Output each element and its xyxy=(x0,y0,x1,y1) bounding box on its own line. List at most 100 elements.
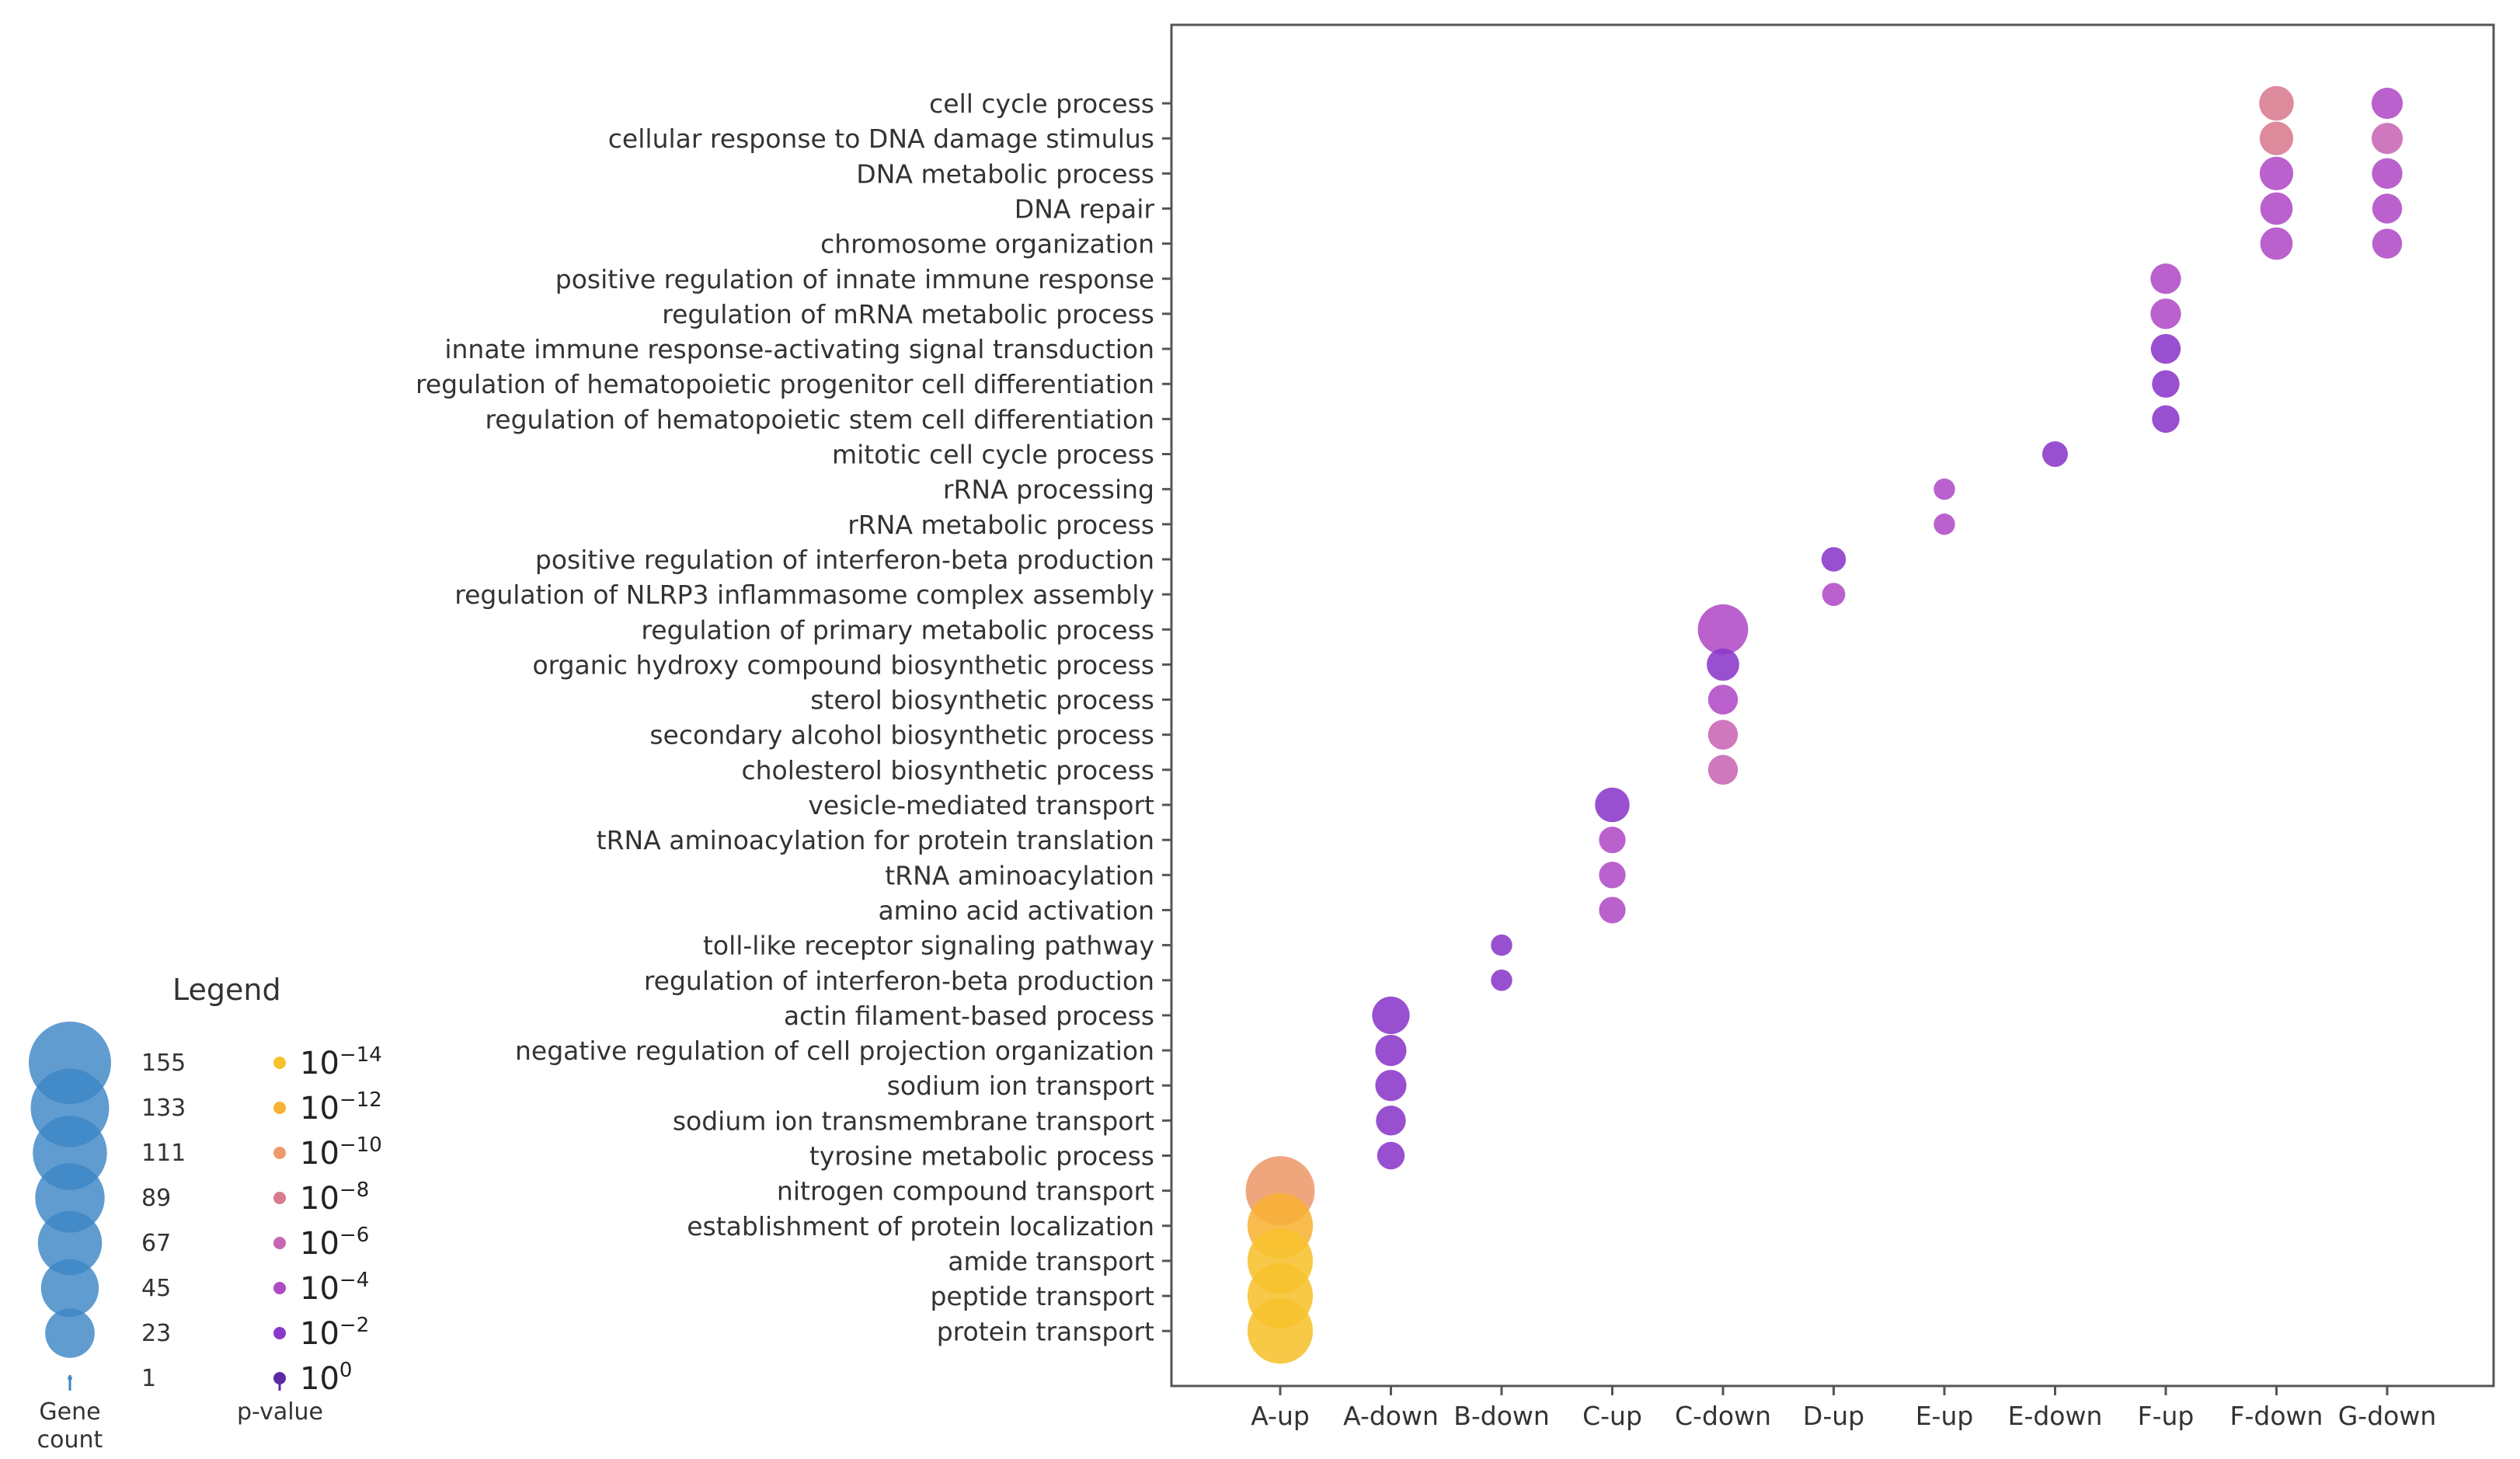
legend-pvalue-label: 10−8 xyxy=(300,1179,369,1217)
y-tick-label: regulation of hematopoietic progenitor c… xyxy=(416,369,1154,399)
y-tick-label: regulation of hematopoietic stem cell di… xyxy=(485,404,1154,434)
legend-color-marker xyxy=(273,1192,286,1204)
y-tick-label: rRNA metabolic process xyxy=(848,510,1154,540)
y-tick-label: positive regulation of innate immune res… xyxy=(555,264,1154,294)
data-point xyxy=(1376,1106,1406,1136)
x-tick-label: D-up xyxy=(1803,1401,1864,1431)
y-tick-label: regulation of primary metabolic process xyxy=(641,615,1154,645)
y-tick-label: tRNA aminoacylation for protein translat… xyxy=(597,825,1154,855)
legend-color-marker xyxy=(273,1102,286,1114)
x-tick-label: E-down xyxy=(2008,1401,2103,1431)
legend-count-label: 23 xyxy=(141,1320,171,1347)
gene-count-label: Gene count xyxy=(37,1398,103,1454)
y-tick-label: sodium ion transport xyxy=(887,1071,1154,1101)
legend-pvalue-label: 10−12 xyxy=(300,1088,382,1126)
data-point xyxy=(1377,1141,1405,1170)
legend-color-marker xyxy=(273,1237,286,1249)
y-tick-label: toll-like receptor signaling pathway xyxy=(703,931,1154,961)
data-point xyxy=(2371,87,2403,120)
y-tick-label: innate immune response-activating signal… xyxy=(444,334,1154,364)
legend-color-marker xyxy=(273,1327,286,1339)
data-points xyxy=(1245,85,2403,1364)
legend-size-marker xyxy=(45,1308,95,1358)
y-tick-label: mitotic cell cycle process xyxy=(832,440,1154,470)
legend: 155 133 111 89 67 45 23 1 10−14 10−12 10−10 10−8 10−… xyxy=(29,1022,382,1397)
y-tick-label: cholesterol biosynthetic process xyxy=(742,755,1155,785)
data-point xyxy=(2260,192,2293,225)
y-tick-label: cellular response to DNA damage stimulus xyxy=(608,124,1154,154)
x-tick-label: A-up xyxy=(1251,1401,1310,1431)
y-tick-label: tyrosine metabolic process xyxy=(809,1141,1154,1172)
legend-color-marker xyxy=(273,1147,286,1159)
data-point xyxy=(1375,1070,1407,1102)
data-point xyxy=(1491,934,1512,956)
data-point xyxy=(1821,547,1846,572)
x-tick-label: E-up xyxy=(1916,1401,1974,1431)
y-axis: cell cycle process cellular response to D… xyxy=(416,89,1171,1346)
legend-color-marker xyxy=(273,1372,286,1384)
legend-count-label: 133 xyxy=(141,1095,186,1122)
data-point xyxy=(1707,648,1739,681)
legend-count-label: 45 xyxy=(141,1275,171,1302)
legend-count-label: 111 xyxy=(141,1140,186,1167)
data-point xyxy=(1707,754,1739,785)
data-point xyxy=(1375,1034,1407,1067)
legend-size-marker xyxy=(37,1210,103,1276)
x-tick-label: G-down xyxy=(2338,1401,2437,1431)
data-point xyxy=(2372,228,2403,259)
legend-pvalue-label: 10−2 xyxy=(300,1314,369,1352)
data-point xyxy=(1599,827,1626,854)
y-tick-label: sodium ion transmembrane transport xyxy=(673,1106,1154,1136)
data-point xyxy=(1599,862,1626,889)
y-tick-label: amide transport xyxy=(948,1246,1154,1276)
legend-count-label: 1 xyxy=(141,1365,156,1392)
x-tick-label: C-up xyxy=(1582,1401,1642,1431)
legend-count-label: 155 xyxy=(141,1050,186,1077)
y-tick-label: rRNA processing xyxy=(943,475,1154,505)
data-point xyxy=(2371,123,2403,155)
legend-pvalue-label: 100 xyxy=(300,1359,352,1397)
y-tick-label: tRNA aminoacylation xyxy=(885,860,1154,890)
data-point xyxy=(2259,156,2294,190)
y-tick-label: protein transport xyxy=(937,1316,1154,1346)
y-tick-label: regulation of NLRP3 inflammasome complex… xyxy=(454,580,1154,610)
data-point xyxy=(1247,1298,1314,1364)
data-point xyxy=(1822,583,1846,606)
legend-color-marker xyxy=(273,1282,286,1294)
legend-count-label: 67 xyxy=(141,1230,171,1257)
y-tick-label: DNA metabolic process xyxy=(856,158,1154,189)
legend-pvalue-label: 10−4 xyxy=(300,1269,369,1307)
data-point xyxy=(1491,970,1512,991)
legend-pvalue-label: 10−14 xyxy=(300,1043,382,1081)
y-tick-label: cell cycle process xyxy=(929,89,1154,119)
y-tick-label: establishment of protein localization xyxy=(687,1211,1154,1241)
pvalue-label: p-value xyxy=(237,1398,324,1426)
data-point xyxy=(1599,897,1626,924)
y-tick-label: actin filament-based process xyxy=(784,1001,1154,1031)
data-point xyxy=(1934,478,1955,500)
data-point xyxy=(2372,158,2403,189)
data-point xyxy=(1697,604,1749,655)
data-point xyxy=(2150,333,2181,364)
data-point xyxy=(2042,441,2068,467)
legend-pvalue-label: 10−10 xyxy=(300,1133,382,1172)
legend-size-marker xyxy=(35,1163,105,1233)
data-point xyxy=(2150,298,2181,329)
data-point xyxy=(2259,121,2294,155)
y-tick-label: peptide transport xyxy=(930,1281,1154,1311)
data-point xyxy=(1707,719,1739,750)
data-point xyxy=(2152,405,2180,434)
data-point xyxy=(2259,85,2294,121)
x-tick-label: B-down xyxy=(1453,1401,1550,1431)
legend-title: Legend xyxy=(172,973,281,1007)
data-point xyxy=(1372,996,1410,1035)
legend-count-label: 89 xyxy=(141,1185,171,1212)
x-axis: A-up A-down B-down C-up C-down D-up E-up E-down… xyxy=(1251,1386,2436,1431)
legend-pvalue-label: 10−6 xyxy=(300,1224,369,1262)
x-tick-label: C-down xyxy=(1675,1401,1771,1431)
y-tick-label: negative regulation of cell projection o… xyxy=(515,1036,1154,1066)
legend-color-marker xyxy=(273,1057,286,1069)
y-tick-label: regulation of mRNA metabolic process xyxy=(662,299,1154,329)
y-tick-label: DNA repair xyxy=(1015,193,1155,224)
